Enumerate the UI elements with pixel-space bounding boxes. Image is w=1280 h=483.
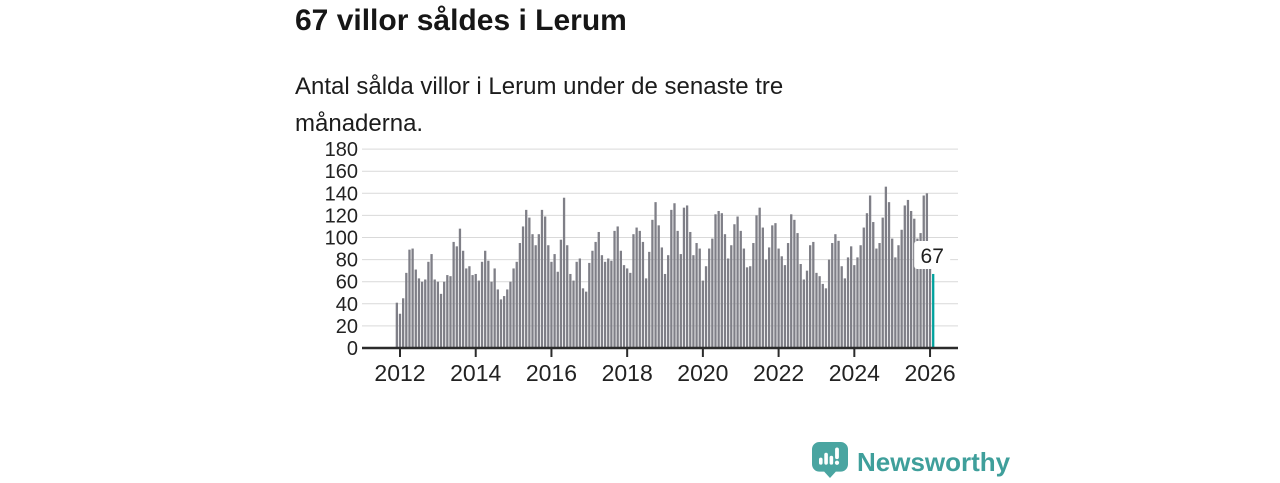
brand-name: Newsworthy [857,447,1011,477]
svg-text:2018: 2018 [602,360,653,386]
svg-text:2022: 2022 [753,360,804,386]
svg-text:180: 180 [325,139,358,161]
svg-text:100: 100 [325,228,358,250]
svg-text:2024: 2024 [829,360,880,386]
chart-subtitle: Antal sålda villor i Lerum under de sena… [295,73,784,137]
svg-text:2012: 2012 [374,360,425,386]
brand-logo: Newsworthy [812,442,1010,483]
bar-chart: 0 20 40 60 80 100 120 140 160 180 2012 2014 2016 2018… [300,135,980,395]
svg-text:2020: 2020 [677,360,728,386]
svg-text:120: 120 [325,205,358,227]
svg-text:67: 67 [921,245,944,268]
svg-text:160: 160 [325,161,358,183]
page-title: 67 villor såldes i Lerum [295,4,627,37]
svg-text:80: 80 [336,250,358,272]
svg-text:2014: 2014 [450,360,501,386]
svg-text:60: 60 [336,272,358,294]
svg-text:20: 20 [336,316,358,338]
newsworthy-logo-icon [812,442,848,483]
svg-text:140: 140 [325,183,358,205]
svg-text:40: 40 [336,294,358,316]
svg-text:0: 0 [347,338,358,360]
svg-text:2016: 2016 [526,360,577,386]
svg-text:2026: 2026 [904,360,955,386]
